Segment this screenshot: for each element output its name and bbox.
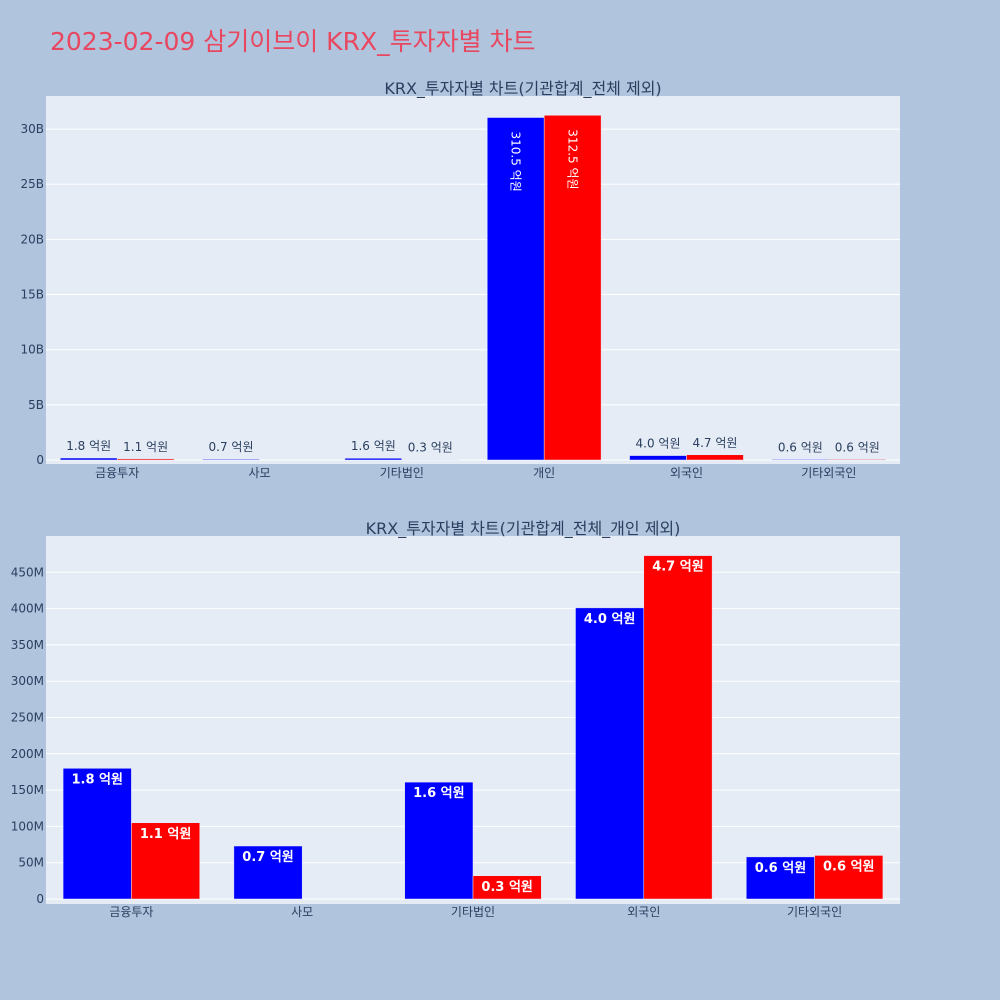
top-bar <box>486 117 545 461</box>
bottom-bar-label: 0.6 억원 <box>755 861 806 876</box>
top-x-tick-label: 사모 <box>248 466 270 480</box>
top-x-tick-label: 기타외국인 <box>801 466 856 480</box>
page-title: 2023-02-09 삼기이브이 KRX_투자자별 차트 <box>50 27 536 56</box>
top-y-tick-label: 30B <box>20 122 44 136</box>
bottom-y-tick-label: 200M <box>11 747 44 761</box>
top-x-tick-label: 개인 <box>533 466 555 480</box>
bottom-x-tick-label: 기타법인 <box>451 905 495 919</box>
bottom-bar-label: 4.7 억원 <box>652 560 703 575</box>
bottom-bar-label: 1.1 억원 <box>140 827 191 842</box>
top-bar <box>543 115 602 461</box>
bottom-y-tick-label: 350M <box>11 638 44 652</box>
top-x-tick-label: 기타법인 <box>380 466 424 480</box>
top-y-tick-label: 15B <box>20 288 44 302</box>
bottom-bar-label: 1.8 억원 <box>71 772 122 787</box>
top-bar <box>344 457 403 461</box>
bottom-bar <box>62 768 132 900</box>
bottom-bar <box>575 607 645 900</box>
bottom-y-tick-label: 450M <box>11 565 44 579</box>
bottom-y-tick-label: 250M <box>11 711 44 725</box>
chart-top: 0 5B 10B 15B 20B 25B 30B KRX_투자자별 차트(기관합계_전체 제외… <box>20 79 900 480</box>
bottom-bar-label: 1.6 억원 <box>413 786 464 801</box>
bottom-x-tick-label: 기타외국인 <box>787 905 842 919</box>
bottom-bar <box>404 781 474 900</box>
bottom-bar-label: 0.6 억원 <box>823 859 874 874</box>
top-y-tick-label: 0 <box>36 453 44 467</box>
bottom-y-tick-label: 100M <box>11 819 44 833</box>
top-bar-label: 1.8 억원 <box>66 439 111 453</box>
bottom-y-tick-label: 300M <box>11 674 44 688</box>
bottom-chart-title: KRX_투자자별 차트(기관합계_전체_개인 제외) <box>366 519 681 539</box>
bottom-y-tick-label: 0 <box>36 892 44 906</box>
bottom-x-tick-label: 외국인 <box>627 905 660 919</box>
top-y-tick-label: 25B <box>20 177 44 191</box>
top-y-tick-label: 5B <box>28 398 44 412</box>
bottom-bar <box>643 555 713 900</box>
top-bar-label: 0.6 억원 <box>778 440 823 454</box>
top-bar <box>116 458 175 461</box>
bottom-bar <box>814 855 884 900</box>
top-x-tick-label: 외국인 <box>670 466 703 480</box>
top-bar <box>202 458 260 461</box>
top-x-tick-label: 금융투자 <box>95 466 139 480</box>
top-y-tick-label: 10B <box>20 343 44 357</box>
top-bar-label: 0.3 억원 <box>408 441 453 455</box>
bottom-bar <box>472 875 542 900</box>
bottom-bar-label: 0.7 억원 <box>242 850 293 865</box>
bottom-bar <box>131 822 200 900</box>
top-bar-label: 310.5 억원 <box>509 132 523 192</box>
top-bar-label: 1.6 억원 <box>351 439 396 453</box>
bottom-y-tick-label: 50M <box>18 856 44 870</box>
top-bar-label: 4.7 억원 <box>692 436 737 450</box>
bottom-x-tick-label: 사모 <box>291 905 313 919</box>
top-bar-label: 312.5 억원 <box>566 129 580 189</box>
bottom-bar-label: 0.3 억원 <box>481 880 532 895</box>
bottom-x-tick-label: 금융투자 <box>109 905 153 919</box>
top-bar-label: 0.7 억원 <box>209 440 254 454</box>
top-bar-label: 0.6 억원 <box>835 440 880 454</box>
bottom-bar-label: 4.0 억원 <box>584 612 635 627</box>
bottom-y-tick-label: 400M <box>11 602 44 616</box>
top-bar-label: 4.0 억원 <box>636 437 681 451</box>
top-y-tick-label: 20B <box>20 232 44 246</box>
bottom-bar <box>233 845 303 900</box>
top-chart-title: KRX_투자자별 차트(기관합계_전체 제외) <box>384 79 661 99</box>
bottom-y-tick-label: 150M <box>11 783 44 797</box>
top-bar <box>686 454 744 461</box>
top-bar <box>828 459 887 461</box>
top-plot-area <box>46 96 900 464</box>
top-bar-label: 1.1 억원 <box>123 440 168 454</box>
